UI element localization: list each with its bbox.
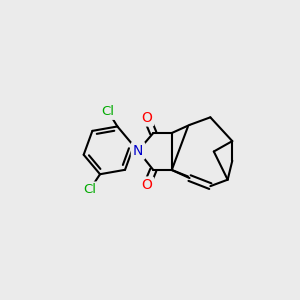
Text: Cl: Cl: [102, 105, 115, 118]
Text: Cl: Cl: [83, 183, 96, 196]
Text: O: O: [141, 110, 152, 124]
Text: O: O: [141, 178, 152, 193]
Text: N: N: [133, 144, 143, 158]
